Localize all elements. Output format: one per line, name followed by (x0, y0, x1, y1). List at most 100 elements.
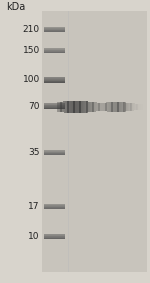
FancyBboxPatch shape (94, 102, 95, 112)
FancyBboxPatch shape (89, 102, 90, 112)
FancyBboxPatch shape (115, 102, 116, 112)
FancyBboxPatch shape (44, 105, 65, 106)
Text: 70: 70 (28, 102, 40, 111)
FancyBboxPatch shape (118, 102, 120, 112)
FancyBboxPatch shape (44, 49, 65, 50)
FancyBboxPatch shape (109, 102, 110, 112)
FancyBboxPatch shape (126, 103, 127, 111)
Text: 210: 210 (23, 25, 40, 34)
FancyBboxPatch shape (104, 103, 105, 111)
FancyBboxPatch shape (96, 102, 97, 112)
FancyBboxPatch shape (44, 30, 65, 31)
FancyBboxPatch shape (123, 102, 124, 112)
FancyBboxPatch shape (131, 103, 132, 111)
FancyBboxPatch shape (85, 101, 87, 113)
FancyBboxPatch shape (98, 103, 100, 111)
FancyBboxPatch shape (105, 103, 106, 111)
FancyBboxPatch shape (77, 101, 78, 113)
FancyBboxPatch shape (130, 103, 132, 111)
FancyBboxPatch shape (135, 104, 136, 110)
FancyBboxPatch shape (133, 103, 134, 111)
FancyBboxPatch shape (128, 103, 129, 111)
Text: kDa: kDa (6, 2, 25, 12)
FancyBboxPatch shape (114, 102, 115, 112)
FancyBboxPatch shape (113, 102, 114, 112)
FancyBboxPatch shape (101, 103, 102, 111)
FancyBboxPatch shape (100, 103, 101, 111)
FancyBboxPatch shape (71, 101, 72, 113)
FancyBboxPatch shape (60, 102, 62, 112)
FancyBboxPatch shape (44, 153, 65, 154)
FancyBboxPatch shape (79, 101, 80, 113)
FancyBboxPatch shape (59, 102, 60, 112)
FancyBboxPatch shape (78, 101, 79, 113)
FancyBboxPatch shape (84, 101, 85, 113)
FancyBboxPatch shape (92, 102, 93, 112)
FancyBboxPatch shape (44, 31, 65, 32)
FancyBboxPatch shape (44, 103, 65, 104)
FancyBboxPatch shape (44, 150, 65, 151)
FancyBboxPatch shape (64, 101, 65, 113)
FancyBboxPatch shape (44, 51, 65, 52)
FancyBboxPatch shape (129, 103, 130, 111)
FancyBboxPatch shape (119, 102, 120, 112)
Text: 150: 150 (22, 46, 40, 55)
FancyBboxPatch shape (74, 101, 75, 113)
FancyBboxPatch shape (44, 79, 65, 80)
FancyBboxPatch shape (44, 50, 65, 51)
FancyBboxPatch shape (111, 102, 112, 112)
FancyBboxPatch shape (127, 103, 128, 111)
FancyBboxPatch shape (130, 103, 131, 111)
FancyBboxPatch shape (65, 101, 66, 113)
FancyBboxPatch shape (68, 11, 69, 272)
Text: 17: 17 (28, 202, 40, 211)
FancyBboxPatch shape (88, 102, 89, 112)
FancyBboxPatch shape (44, 204, 65, 205)
FancyBboxPatch shape (44, 78, 65, 79)
FancyBboxPatch shape (92, 102, 94, 112)
FancyBboxPatch shape (73, 101, 74, 113)
FancyBboxPatch shape (73, 101, 75, 113)
FancyBboxPatch shape (87, 102, 88, 112)
FancyBboxPatch shape (44, 29, 65, 30)
FancyBboxPatch shape (121, 102, 122, 112)
FancyBboxPatch shape (93, 102, 94, 112)
FancyBboxPatch shape (134, 104, 135, 110)
FancyBboxPatch shape (106, 102, 107, 112)
Text: 100: 100 (22, 75, 40, 84)
FancyBboxPatch shape (80, 101, 81, 113)
FancyBboxPatch shape (44, 154, 65, 155)
FancyBboxPatch shape (44, 108, 65, 109)
FancyBboxPatch shape (44, 82, 65, 83)
FancyBboxPatch shape (44, 104, 65, 105)
FancyBboxPatch shape (72, 101, 73, 113)
FancyBboxPatch shape (122, 102, 123, 112)
FancyBboxPatch shape (85, 101, 86, 113)
FancyBboxPatch shape (66, 101, 68, 113)
FancyBboxPatch shape (86, 101, 88, 113)
FancyBboxPatch shape (108, 102, 109, 112)
FancyBboxPatch shape (111, 102, 112, 112)
FancyBboxPatch shape (97, 102, 98, 112)
FancyBboxPatch shape (69, 101, 70, 113)
Text: 35: 35 (28, 148, 40, 157)
FancyBboxPatch shape (44, 52, 65, 53)
FancyBboxPatch shape (44, 206, 65, 207)
FancyBboxPatch shape (132, 103, 133, 111)
FancyBboxPatch shape (44, 106, 65, 107)
FancyBboxPatch shape (95, 102, 96, 112)
FancyBboxPatch shape (44, 80, 65, 81)
FancyBboxPatch shape (44, 27, 65, 28)
FancyBboxPatch shape (42, 11, 147, 272)
FancyBboxPatch shape (103, 103, 104, 111)
FancyBboxPatch shape (44, 236, 65, 237)
FancyBboxPatch shape (110, 102, 111, 112)
FancyBboxPatch shape (75, 100, 76, 113)
FancyBboxPatch shape (44, 48, 65, 49)
FancyBboxPatch shape (44, 235, 65, 236)
FancyBboxPatch shape (44, 152, 65, 153)
FancyBboxPatch shape (44, 77, 65, 78)
FancyBboxPatch shape (44, 205, 65, 206)
FancyBboxPatch shape (44, 28, 65, 29)
FancyBboxPatch shape (44, 237, 65, 238)
